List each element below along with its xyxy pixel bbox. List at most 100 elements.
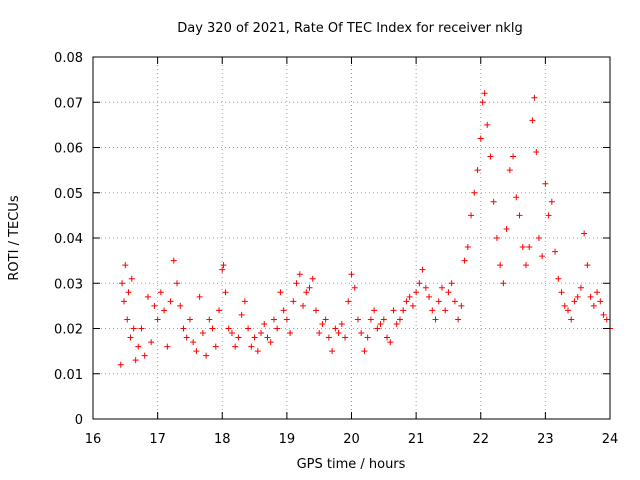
data-point [154,316,161,323]
data-point [396,316,403,323]
data-point [577,284,584,291]
data-point [241,298,248,305]
data-point [222,289,229,296]
data-point [564,307,571,314]
data-point [367,316,374,323]
data-point [548,198,555,205]
data-point [325,334,332,341]
data-point [413,289,420,296]
x-tick-label: 16 [85,432,102,447]
data-point [235,334,242,341]
data-point [277,289,284,296]
data-point [135,343,142,350]
data-point [464,244,471,251]
data-point [296,271,303,278]
data-point [127,334,134,341]
data-point [119,280,126,287]
data-point [419,266,426,273]
data-point [220,262,227,269]
data-point [451,298,458,305]
data-point [581,230,588,237]
data-point [199,330,206,337]
y-axis-label: ROTI / TECUs [7,195,22,280]
data-point [409,302,416,309]
data-point [426,293,433,300]
data-point [406,293,413,300]
data-point [309,275,316,282]
data-point [422,284,429,291]
y-tick-label: 0.07 [54,96,83,111]
data-point [432,316,439,323]
data-point [303,289,310,296]
data-point [574,293,581,300]
data-point [186,316,193,323]
data-point [148,339,155,346]
data-point [516,212,523,219]
data-point [374,325,381,332]
data-point [597,298,604,305]
data-point [206,316,213,323]
data-point [481,90,488,97]
x-tick-label: 24 [602,432,619,447]
data-point [157,289,164,296]
data-point [603,316,610,323]
x-tick-label: 20 [343,432,360,447]
data-point [568,316,575,323]
data-point [270,316,277,323]
data-point [587,293,594,300]
data-point [245,325,252,332]
x-tick-label: 21 [408,432,425,447]
data-point [442,307,449,314]
data-point [319,320,326,327]
data-point [594,289,601,296]
x-tick-label: 17 [149,432,166,447]
data-point [455,316,462,323]
data-point [151,302,158,309]
data-point [390,307,397,314]
y-tick-label: 0.03 [54,277,83,292]
data-point [287,330,294,337]
data-point [338,320,345,327]
data-point [132,357,139,364]
data-point [429,307,436,314]
data-point [361,348,368,355]
data-point [384,334,391,341]
data-point [490,198,497,205]
y-tick-label: 0 [75,413,83,428]
data-point [445,289,452,296]
data-point [416,280,423,287]
data-point [545,212,552,219]
y-tick-label: 0.04 [54,232,83,247]
data-point [280,307,287,314]
data-point [493,235,500,241]
data-point [164,343,171,350]
data-point [180,325,187,332]
data-point [393,320,400,327]
data-point [531,94,538,101]
x-tick-labels: 16 17 18 19 20 21 22 23 24 [85,432,619,447]
data-point [261,320,268,327]
data-point [468,212,475,219]
data-point [312,307,319,314]
data-point [558,289,565,296]
data-point [329,348,336,355]
data-point [216,307,223,314]
data-point [122,262,129,269]
data-point [264,334,271,341]
x-tick-label: 18 [214,432,231,447]
data-point [174,280,181,287]
data-point [121,298,128,305]
data-point [212,343,219,350]
data-point [274,325,281,332]
data-point [403,298,410,305]
data-point [438,284,445,291]
data-point [477,135,484,142]
data-point [177,302,184,309]
data-point [290,298,297,305]
data-point [474,167,481,174]
data-point [542,180,549,187]
data-point [345,298,352,305]
data-point [526,244,533,251]
data-point [219,266,226,273]
